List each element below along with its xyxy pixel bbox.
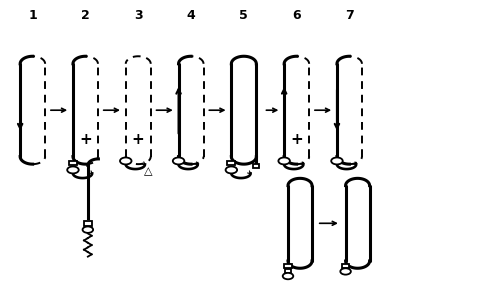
Circle shape <box>67 166 79 173</box>
Text: △: △ <box>144 166 152 176</box>
Text: 1: 1 <box>28 9 37 22</box>
Circle shape <box>331 157 343 164</box>
Text: 6: 6 <box>292 9 301 22</box>
Circle shape <box>340 268 351 275</box>
Circle shape <box>120 157 132 164</box>
Text: 5: 5 <box>240 9 248 22</box>
Text: 3: 3 <box>134 9 143 22</box>
Text: 7: 7 <box>345 9 354 22</box>
Bar <box>84 221 92 226</box>
Circle shape <box>173 157 184 164</box>
Text: 2: 2 <box>81 9 90 22</box>
Bar <box>342 264 349 269</box>
Circle shape <box>226 166 237 173</box>
Bar <box>69 161 77 165</box>
Bar <box>284 264 292 269</box>
Bar <box>285 269 291 273</box>
Text: 4: 4 <box>187 9 195 22</box>
Circle shape <box>278 157 290 164</box>
Text: +: + <box>132 132 144 147</box>
Circle shape <box>83 226 93 233</box>
Circle shape <box>283 273 293 279</box>
Bar <box>228 161 235 165</box>
Text: +: + <box>290 132 303 147</box>
Text: +: + <box>79 132 92 147</box>
Bar <box>253 164 260 168</box>
